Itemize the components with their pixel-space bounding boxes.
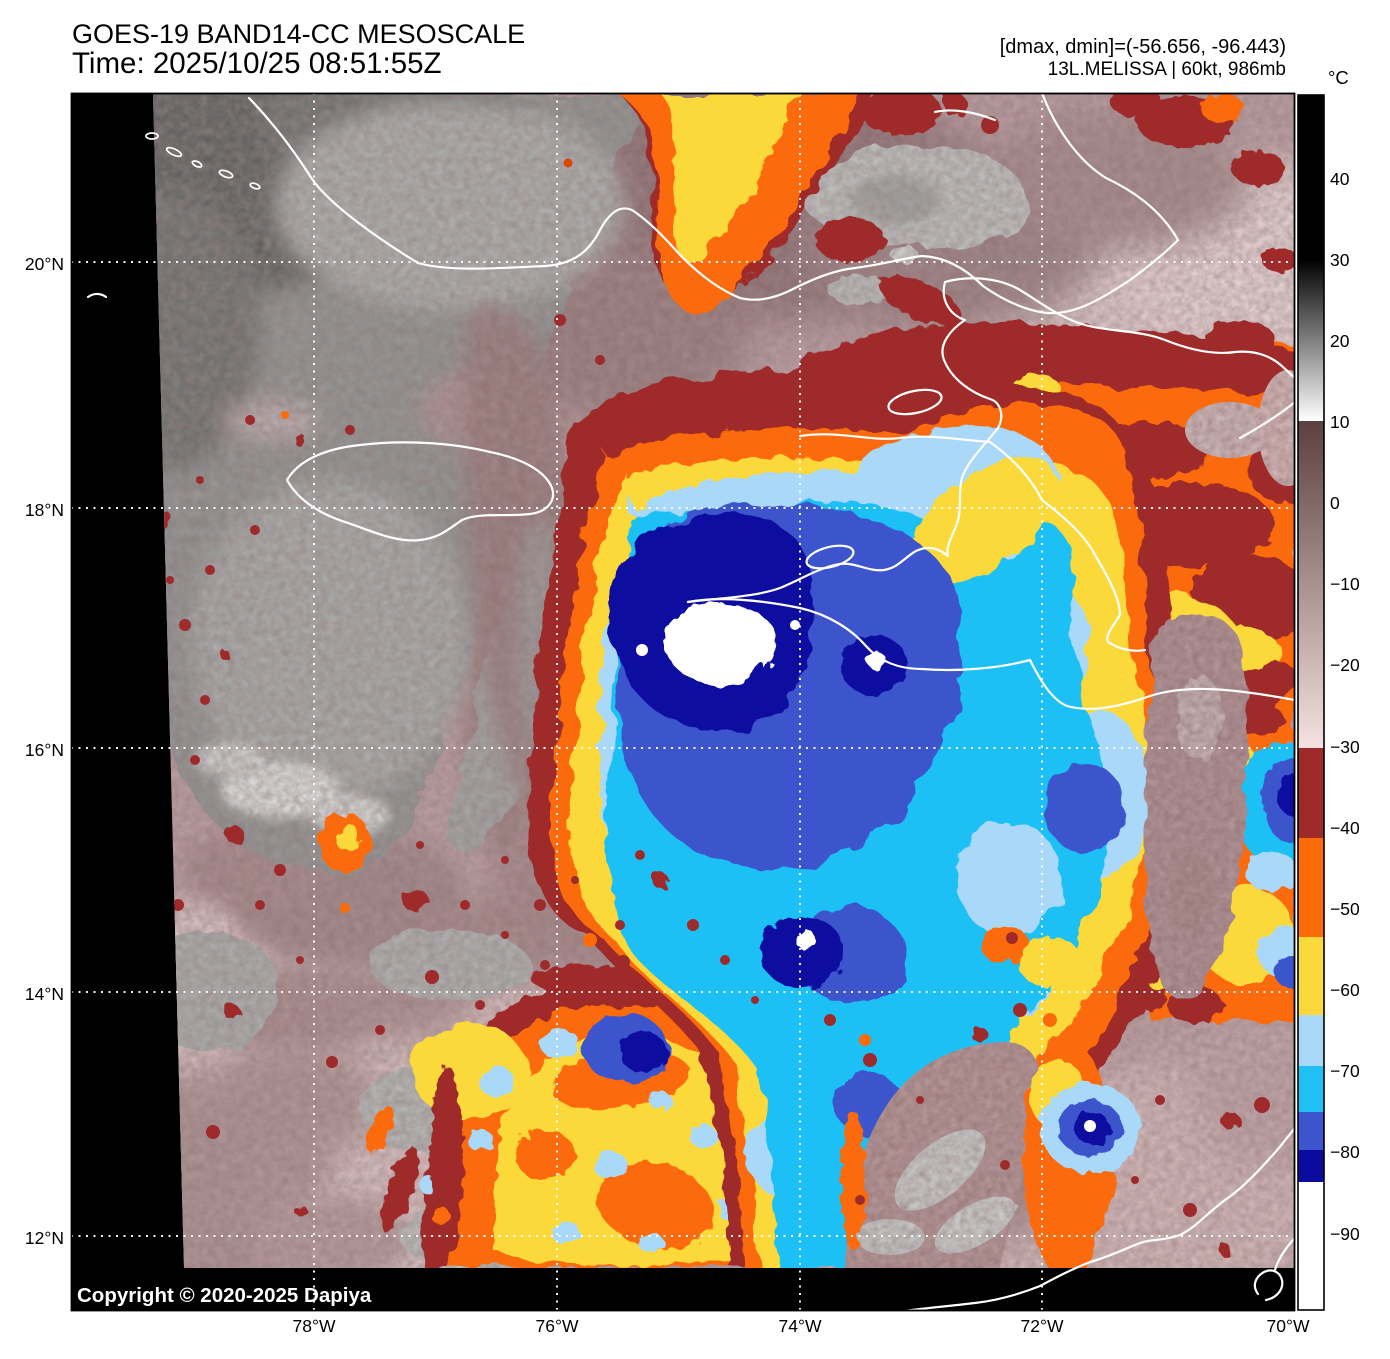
svg-text:−40: −40 (1330, 818, 1360, 838)
svg-text:Copyright © 2020-2025 Dapiya: Copyright © 2020-2025 Dapiya (77, 1284, 372, 1307)
svg-text:−20: −20 (1330, 655, 1360, 675)
svg-text:70°W: 70°W (1267, 1316, 1310, 1336)
svg-text:°C: °C (1328, 67, 1349, 88)
svg-text:40: 40 (1330, 169, 1350, 189)
svg-text:−90: −90 (1330, 1224, 1360, 1244)
svg-text:18°N: 18°N (25, 500, 64, 520)
svg-text:74°W: 74°W (779, 1316, 822, 1336)
svg-text:12°N: 12°N (25, 1228, 64, 1248)
svg-text:0: 0 (1330, 493, 1340, 513)
svg-text:16°N: 16°N (25, 740, 64, 760)
svg-text:76°W: 76°W (536, 1316, 579, 1336)
svg-text:13L.MELISSA | 60kt, 986mb: 13L.MELISSA | 60kt, 986mb (1048, 59, 1286, 80)
svg-text:GOES-19 BAND14-CC MESOSCALE: GOES-19 BAND14-CC MESOSCALE (72, 19, 525, 49)
svg-text:−60: −60 (1330, 980, 1360, 1000)
svg-text:−30: −30 (1330, 737, 1360, 757)
svg-text:30: 30 (1330, 250, 1350, 270)
svg-text:−50: −50 (1330, 899, 1360, 919)
svg-text:72°W: 72°W (1021, 1316, 1064, 1336)
svg-text:[dmax, dmin]=(-56.656, -96.443: [dmax, dmin]=(-56.656, -96.443) (1000, 36, 1286, 58)
svg-text:−10: −10 (1330, 574, 1360, 594)
svg-text:14°N: 14°N (25, 984, 64, 1004)
svg-text:−80: −80 (1330, 1142, 1360, 1162)
svg-text:78°W: 78°W (293, 1316, 336, 1336)
svg-text:20°N: 20°N (25, 254, 64, 274)
svg-text:20: 20 (1330, 331, 1350, 351)
svg-text:10: 10 (1330, 412, 1350, 432)
svg-text:−70: −70 (1330, 1061, 1360, 1081)
svg-text:Time: 2025/10/25 08:51:55Z: Time: 2025/10/25 08:51:55Z (72, 47, 442, 80)
